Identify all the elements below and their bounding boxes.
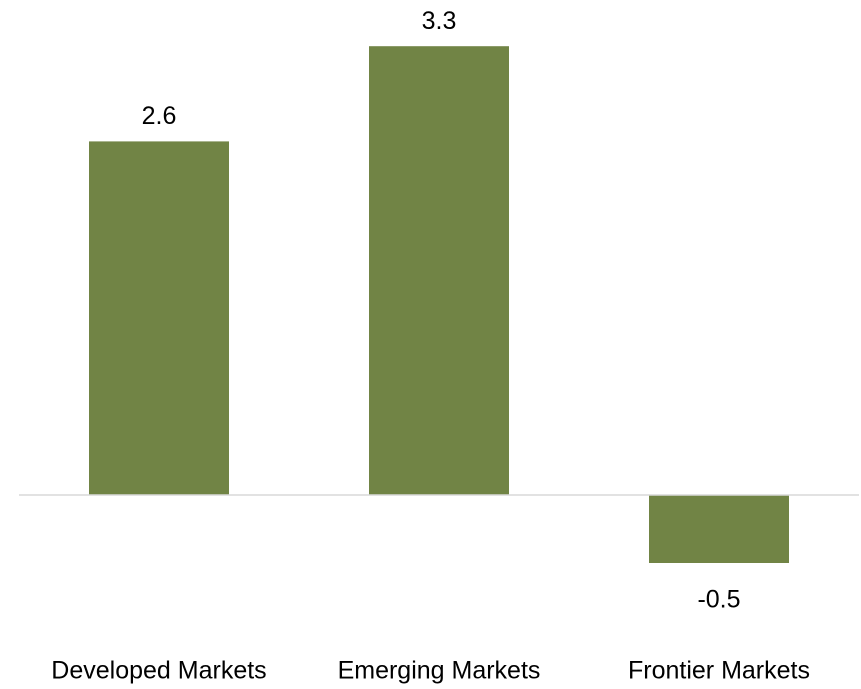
x-tick-label: Frontier Markets	[628, 657, 810, 685]
bar	[649, 495, 789, 563]
x-tick-label: Emerging Markets	[338, 657, 541, 685]
bar	[369, 46, 509, 495]
data-label: 2.6	[142, 102, 177, 130]
x-tick-label: Developed Markets	[51, 657, 266, 685]
data-label: 3.3	[422, 7, 457, 35]
data-label: -0.5	[697, 586, 740, 614]
bar	[89, 141, 229, 495]
